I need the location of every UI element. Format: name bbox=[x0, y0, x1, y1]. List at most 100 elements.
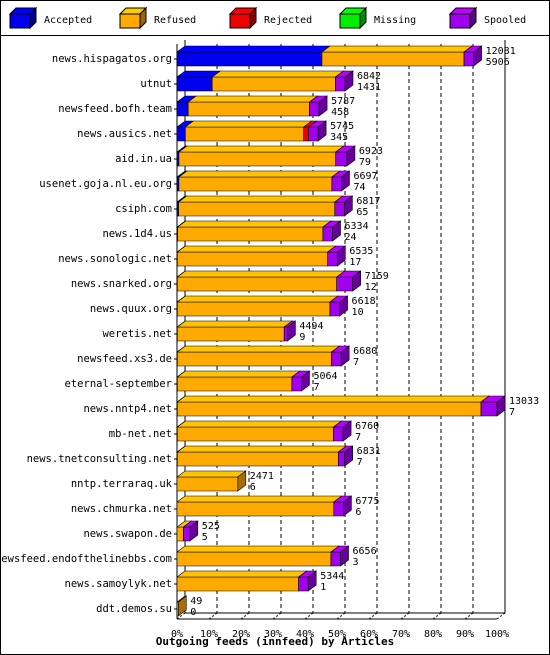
bar-segment bbox=[178, 170, 341, 192]
total-label: 5787 bbox=[331, 96, 355, 107]
bar-top bbox=[176, 420, 343, 428]
bar-side bbox=[189, 520, 199, 542]
tick-mark bbox=[240, 612, 250, 620]
accepted-label: 5906 bbox=[486, 57, 510, 68]
accepted-label: 10 bbox=[352, 307, 364, 318]
bar-segment bbox=[187, 95, 319, 117]
bar-top bbox=[176, 295, 339, 303]
bar-front bbox=[185, 126, 305, 142]
bar-segment bbox=[177, 195, 344, 217]
accepted-label: 3 bbox=[353, 557, 359, 568]
bar-side bbox=[287, 320, 296, 342]
total-label: 525 bbox=[202, 521, 220, 532]
total-label: 6334 bbox=[345, 221, 369, 232]
total-label: 6680 bbox=[353, 346, 377, 357]
legend-swatch-side bbox=[469, 6, 477, 30]
accepted-label: 65 bbox=[356, 207, 368, 218]
bar-segment bbox=[176, 395, 490, 417]
accepted-label: 6 bbox=[355, 507, 361, 518]
bar-front bbox=[187, 101, 310, 117]
total-label: 6817 bbox=[356, 196, 380, 207]
bar-side bbox=[237, 470, 247, 492]
bar-top bbox=[176, 445, 348, 453]
accepted-label: 17 bbox=[349, 257, 361, 268]
bar-segment bbox=[176, 370, 301, 392]
bar-front bbox=[329, 301, 340, 317]
tick-mark bbox=[176, 612, 186, 620]
x-tick-label: 70% bbox=[392, 629, 410, 640]
bar-segment bbox=[329, 295, 349, 317]
bar-segment bbox=[178, 145, 345, 167]
x-tick-label: 60% bbox=[360, 629, 378, 640]
y-tick-label: newsfeed.xs3.de bbox=[77, 353, 172, 365]
x-tick-label: 30% bbox=[264, 629, 282, 640]
bar-segment bbox=[321, 45, 473, 67]
bar-side bbox=[341, 170, 350, 192]
bar-front bbox=[334, 201, 345, 217]
tick-mark bbox=[400, 612, 410, 620]
bar-top bbox=[176, 320, 294, 328]
bar-side bbox=[177, 595, 187, 617]
bar-segment bbox=[322, 220, 342, 242]
bar-top bbox=[176, 45, 331, 53]
bar-side bbox=[307, 570, 317, 592]
bar-front bbox=[309, 101, 320, 117]
bar-segment bbox=[176, 570, 308, 592]
accepted-label: 7 bbox=[313, 382, 319, 393]
bar-front bbox=[176, 101, 189, 117]
bar-top bbox=[177, 195, 344, 203]
legend-label: Rejected bbox=[264, 15, 312, 26]
bar-front bbox=[335, 76, 346, 92]
accepted-label: 0 bbox=[190, 607, 196, 618]
bar-top bbox=[176, 220, 332, 228]
bar-top bbox=[176, 345, 341, 353]
total-label: 5745 bbox=[330, 121, 354, 132]
tick-mark bbox=[208, 612, 218, 620]
y-tick-label: nntp.terraraq.uk bbox=[71, 478, 173, 490]
y-tick-label: news.chmurka.net bbox=[71, 503, 172, 515]
bar-top bbox=[178, 170, 341, 178]
total-label: 6775 bbox=[355, 496, 379, 507]
bar-front bbox=[183, 526, 191, 542]
legend-label: Missing bbox=[374, 15, 416, 26]
total-label: 2471 bbox=[250, 471, 274, 482]
bar-side bbox=[318, 95, 328, 117]
bar-front bbox=[176, 126, 186, 142]
bar-side bbox=[496, 395, 506, 417]
tick-mark bbox=[336, 612, 346, 620]
tick-mark bbox=[432, 612, 442, 620]
bar-segment bbox=[176, 495, 343, 517]
legend-label: Refused bbox=[154, 15, 196, 26]
bar-segment bbox=[330, 545, 350, 567]
accepted-label: 7 bbox=[353, 357, 359, 368]
bar-front bbox=[176, 501, 335, 517]
total-label: 6618 bbox=[352, 296, 376, 307]
y-tick-label: news.tnetconsulting.net bbox=[27, 453, 172, 465]
bar-top bbox=[176, 545, 340, 553]
y-tick-label: usenet.goja.nl.eu.org bbox=[39, 178, 172, 190]
bar-front bbox=[177, 326, 285, 342]
x-tick-label: 90% bbox=[456, 629, 474, 640]
bar-front bbox=[303, 126, 309, 142]
bar-segment bbox=[176, 320, 294, 342]
bar-front bbox=[176, 551, 332, 567]
bar-segment bbox=[184, 120, 313, 142]
accepted-label: 24 bbox=[345, 232, 357, 243]
accepted-label: 1 bbox=[320, 582, 326, 593]
bar-front bbox=[177, 351, 332, 367]
total-label: 5064 bbox=[313, 371, 337, 382]
legend-swatch-side bbox=[359, 6, 367, 30]
bar-front bbox=[178, 201, 336, 217]
bar-front bbox=[177, 251, 329, 267]
bar-front bbox=[463, 51, 474, 67]
bar-side bbox=[337, 245, 346, 267]
tick-mark bbox=[496, 612, 506, 620]
accepted-label: 6 bbox=[250, 482, 256, 493]
bar-front bbox=[331, 351, 342, 367]
bar-segment bbox=[176, 295, 339, 317]
bar-front bbox=[333, 426, 344, 442]
tick-mark bbox=[464, 612, 474, 620]
bar-front bbox=[308, 126, 319, 142]
legend-label: Spooled bbox=[484, 15, 526, 26]
bar-top bbox=[211, 70, 345, 78]
